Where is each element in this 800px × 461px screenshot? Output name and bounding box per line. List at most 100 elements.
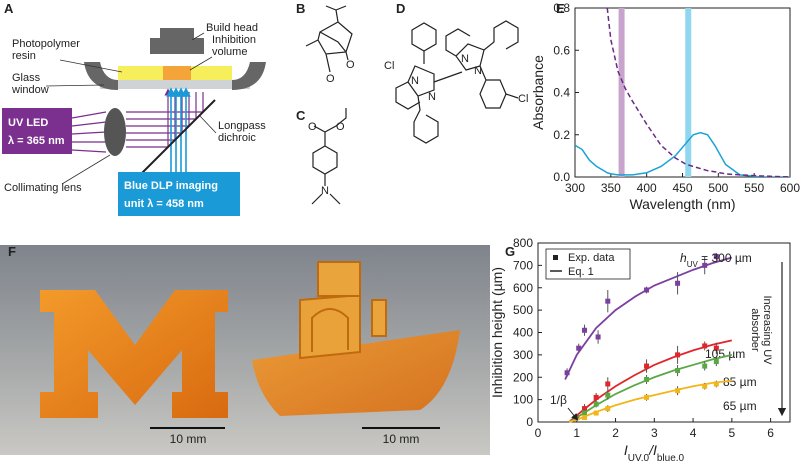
vat-wall [232,62,266,90]
data-point [564,370,570,376]
data-point [582,415,588,421]
y-tick-label: 0.2 [553,128,570,142]
y-tick-label: 700 [513,258,533,272]
data-point [702,383,708,389]
photo: F 10 mm 10 mm [0,244,490,455]
boat-chimney [371,299,387,337]
x-tick-label: 550 [744,181,764,195]
data-point [605,381,611,387]
y-tick-label: 0 [526,415,533,429]
dichroic [139,99,216,176]
label: unit λ = 458 nm [124,198,204,210]
structure [395,20,519,144]
series-label: 65 µm [723,399,757,413]
legend-marker [553,255,558,260]
trend-label: absorber [749,308,761,352]
data-point [576,345,582,351]
data-point [593,410,599,416]
x-tick-label: 6 [767,426,774,440]
atom: N [321,185,329,197]
label: resin [12,50,36,62]
y-tick-label: 200 [513,370,533,384]
data-point [644,363,650,369]
label: UV LED [8,117,48,129]
y-tick-label: 100 [513,393,533,407]
y-axis-label: Absorbance [530,55,546,130]
atom: O [308,121,317,133]
data-point [593,401,599,407]
atom: N [411,75,419,87]
y-tick-label: 0.0 [553,170,570,184]
atom: N [461,53,469,65]
label: Glass [12,72,41,84]
panel-a: A UV LED λ = 365 nm Blue DLP imaging uni… [2,1,266,216]
blue-beam [166,87,191,172]
data-point [675,280,681,286]
symbol: h [680,251,687,265]
x-tick-label: 4 [690,426,697,440]
series-label-text: = 300 µm [698,251,752,265]
boat-bridge [317,261,361,297]
legend-label: Exp. data [568,252,615,264]
series-line [606,8,790,177]
atom: Cl [518,93,528,105]
panel-label: C [296,108,306,123]
subscript: blue,0 [657,453,685,461]
trend-label: Increasing UV [761,295,773,365]
symbol: /I [648,442,657,458]
label: window [11,84,49,96]
x-tick-label: 600 [780,181,800,195]
x-tick-label: 450 [672,181,692,195]
y-tick-label: 0.8 [553,1,570,15]
y-tick-label: 600 [513,281,533,295]
atom: O [336,121,345,133]
y-axis-label: Inhibition height (µm) [489,267,505,398]
build-head [150,38,204,54]
data-point [593,394,599,400]
legend-label: Eq. 1 [568,266,594,278]
y-tick-label: 0.4 [553,86,570,100]
y-tick-label: 500 [513,303,533,317]
series-label: 85 µm [723,375,757,389]
label: dichroic [218,132,256,144]
data-point [713,359,719,365]
label: Collimating lens [4,182,82,194]
data-point [713,381,719,387]
data-point [713,345,719,351]
x-axis-label: IUV,0/Iblue,0 [624,442,685,461]
uv-led [2,108,72,154]
data-point [644,376,650,382]
label: Photopolymer [12,38,80,50]
data-point [702,343,708,349]
boat-hull [252,330,460,416]
panel-label: F [8,244,16,259]
x-tick-label: 1 [573,426,580,440]
scale-label: 10 mm [383,432,420,446]
structures: B O O C O O N D Cl N N N N Cl [296,1,528,205]
atom: O [326,73,335,85]
x-tick-label: 5 [729,426,736,440]
panel-label: G [505,244,515,259]
data-point [713,253,719,259]
y-tick-label: 300 [513,348,533,362]
data-point [582,406,588,412]
label: Inhibition [212,34,256,46]
data-point [702,262,708,268]
structure [305,5,353,73]
data-point [644,287,650,293]
scale-label: 10 mm [170,432,207,446]
wavelength-band [618,8,625,177]
data-point [644,394,650,400]
vat-wall [84,62,118,90]
legend-box [545,248,631,280]
data-point [595,334,601,340]
data-point [582,327,588,333]
uv-beam [71,92,204,153]
symbol: I [624,442,628,458]
label: λ = 365 nm [8,135,65,147]
atom: O [346,59,355,71]
m-print [40,290,228,418]
y-tick-label: 400 [513,326,533,340]
plot-frame [574,7,791,178]
series-line [575,131,790,177]
